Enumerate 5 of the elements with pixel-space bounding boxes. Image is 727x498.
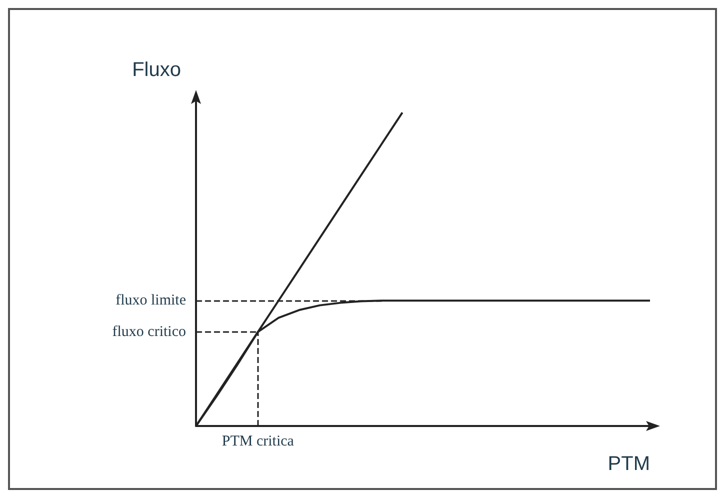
x-axis-title: PTM bbox=[608, 453, 650, 475]
ref-line-label: fluxo limite bbox=[116, 292, 186, 309]
ref-line-label: fluxo critico bbox=[112, 324, 186, 340]
text: PTM critica bbox=[222, 434, 294, 450]
y-axis-title: Fluxo bbox=[132, 59, 181, 81]
